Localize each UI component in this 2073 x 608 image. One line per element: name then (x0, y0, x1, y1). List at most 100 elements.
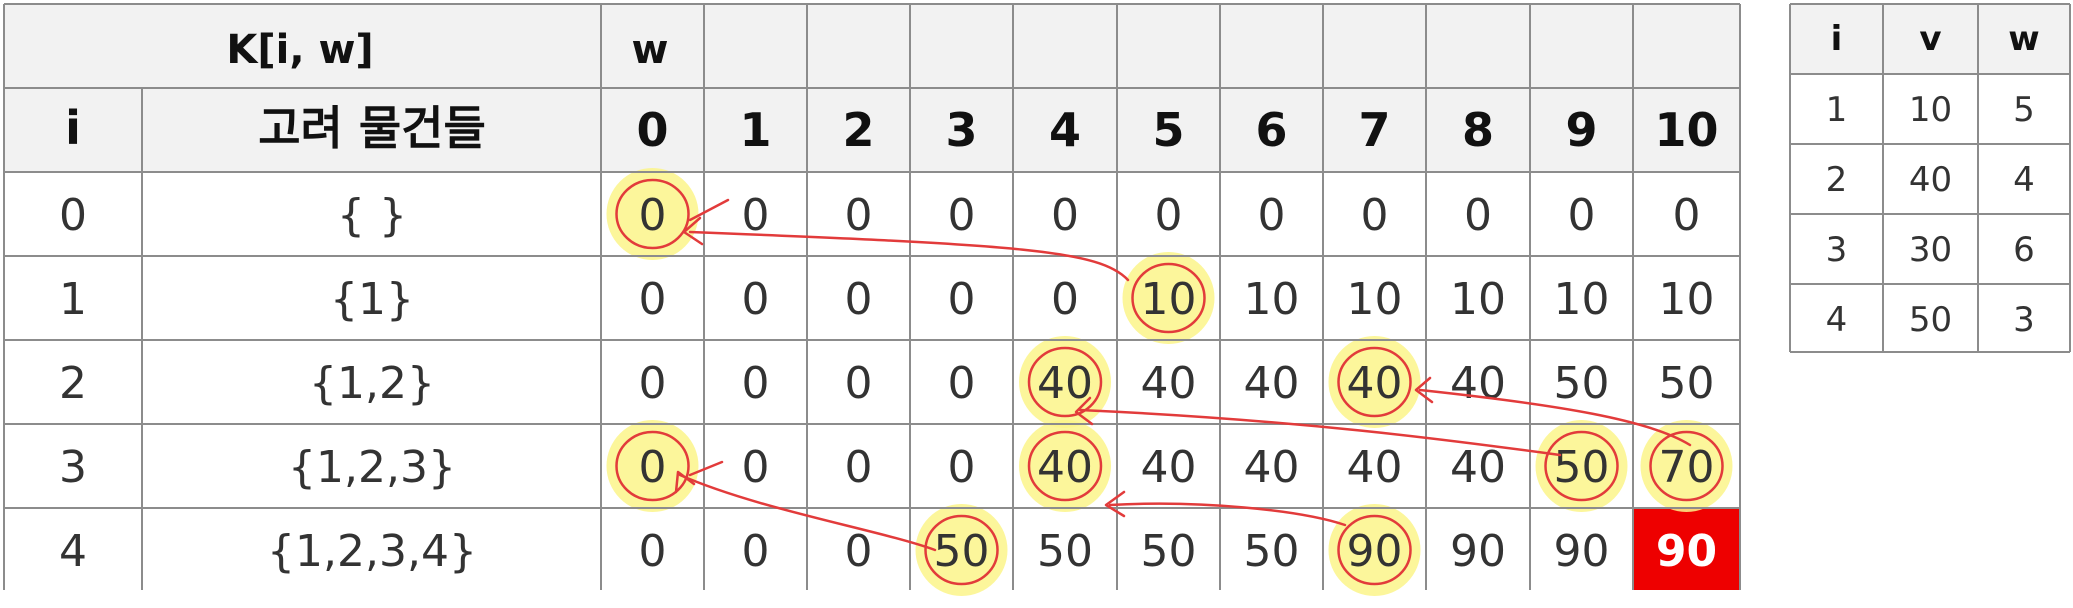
dp-cell-value: 40 (1037, 442, 1093, 493)
circled-cell-mark (1544, 430, 1619, 502)
item-table-header-bg (1790, 4, 2070, 74)
dp-cell-value: 0 (639, 442, 667, 493)
highlight-mark (1019, 336, 1111, 428)
items-header: 고려 물건들 (258, 101, 486, 155)
dp-cell-value: 40 (1244, 442, 1300, 493)
w-value-header: 8 (1462, 103, 1494, 157)
dp-cell-value: 40 (1141, 442, 1197, 493)
row-item-set: {1,2,3,4} (267, 526, 477, 577)
arrow-annotation (1078, 408, 1562, 457)
dp-cell-value: 0 (639, 190, 667, 241)
highlight-mark (915, 504, 1008, 596)
dp-cell-value: 50 (934, 526, 990, 577)
dp-cell-value: 0 (639, 526, 667, 577)
dp-cell-value: 0 (1051, 274, 1079, 325)
w-value-header: 0 (636, 103, 668, 157)
dp-cell-value: 0 (742, 358, 770, 409)
dp-cell-value: 40 (1244, 358, 1300, 409)
item-table-cell: 4 (1826, 300, 1848, 340)
item-table-cell: 1 (1826, 90, 1848, 130)
item-table-cell: 5 (2013, 90, 2035, 130)
arrow-annotation (1108, 502, 1347, 527)
dp-cell-value: 90 (1450, 526, 1506, 577)
dp-cell-value: 50 (1659, 358, 1715, 409)
dp-cell-value: 0 (1361, 190, 1389, 241)
dp-cell-value: 0 (1258, 190, 1286, 241)
row-index: 4 (59, 526, 87, 577)
circled-cell-mark (1337, 346, 1412, 418)
dp-table-grid (3, 3, 1741, 590)
highlight-mark (1328, 504, 1421, 596)
dp-cell-value: 50 (1554, 442, 1610, 493)
dp-cell-value: 90 (1554, 526, 1610, 577)
highlight-mark (1640, 420, 1733, 512)
dp-cell-value: 10 (1554, 274, 1610, 325)
circled-cell-mark (1649, 430, 1724, 502)
w-value-header: 5 (1152, 103, 1184, 157)
dp-cell-value: 50 (1037, 526, 1093, 577)
dp-cell-value: 0 (742, 442, 770, 493)
dp-cell-value: 0 (948, 274, 976, 325)
item-table-cell: 40 (1909, 160, 1952, 200)
w-value-header: 1 (739, 103, 771, 157)
dp-cell-value: 0 (845, 526, 873, 577)
arrow-annotation (1418, 388, 1692, 447)
dp-cell-value: 0 (742, 190, 770, 241)
w-value-header: 4 (1049, 103, 1081, 157)
dp-cell-value: 50 (1554, 358, 1610, 409)
highlight-mark (1019, 420, 1111, 512)
w-value-header: 3 (945, 103, 977, 157)
dp-cell-value: 0 (948, 190, 976, 241)
arrow-annotation (678, 473, 937, 552)
row-item-set: { } (337, 190, 407, 241)
item-table-cell: 30 (1909, 230, 1952, 270)
item-table-cell: 4 (2013, 160, 2035, 200)
circled-cell-mark (1337, 514, 1412, 586)
item-table-header: i (1831, 19, 1843, 59)
item-table-header: w (2008, 19, 2039, 59)
answer-cell (1633, 508, 1740, 590)
dp-cell-value: 0 (742, 526, 770, 577)
row-item-set: {1} (330, 274, 414, 325)
circled-cell-mark (924, 514, 999, 586)
dp-cell-value: 10 (1450, 274, 1506, 325)
answer-value: 90 (1656, 526, 1717, 577)
highlight-mark (1122, 252, 1215, 344)
dp-cell-value: 50 (1244, 526, 1300, 577)
dp-cell-value: 90 (1347, 526, 1403, 577)
dp-cell-value: 50 (1141, 526, 1197, 577)
table-title: K[i, w] (226, 27, 373, 73)
dp-cell-value: 40 (1141, 358, 1197, 409)
w-value-header: 9 (1565, 103, 1597, 157)
arrowhead (1104, 490, 1126, 518)
circled-cell-mark (1131, 262, 1206, 334)
dp-cell-value: 10 (1347, 274, 1403, 325)
dp-cell-value: 40 (1347, 358, 1403, 409)
arrowhead (674, 470, 696, 494)
dp-cell-value: 40 (1037, 358, 1093, 409)
circled-cell-mark (1027, 430, 1103, 502)
w-value-header: 10 (1654, 103, 1718, 157)
row-index: 1 (59, 274, 87, 325)
row-item-set: {1,2,3} (288, 442, 456, 493)
row-index: 0 (59, 190, 87, 241)
dp-cell-value: 0 (845, 442, 873, 493)
dp-cell-value: 40 (1450, 442, 1506, 493)
circled-cell-mark (615, 430, 690, 502)
w-header: w (632, 27, 669, 73)
dp-cell-value: 0 (948, 442, 976, 493)
w-value-header: 7 (1358, 103, 1390, 157)
annotation-arrows (674, 198, 1692, 552)
circled-cell-mark (1027, 346, 1103, 418)
dp-table-text: K[i, w] w i 고려 물건들 0 1 2 3 4 5 6 7 8 9 100{ } 0 0 0 0 0… (59, 27, 1719, 577)
arrowhead (688, 198, 730, 222)
w-value-header: 2 (842, 103, 874, 157)
dp-cell-value: 70 (1659, 442, 1715, 493)
dp-cell-value: 40 (1450, 358, 1506, 409)
circled-cell-mark (615, 178, 690, 250)
dp-cell-value: 0 (948, 358, 976, 409)
item-table-cell: 3 (1826, 230, 1848, 270)
dp-cell-value: 10 (1244, 274, 1300, 325)
dp-cell-value: 10 (1141, 274, 1197, 325)
